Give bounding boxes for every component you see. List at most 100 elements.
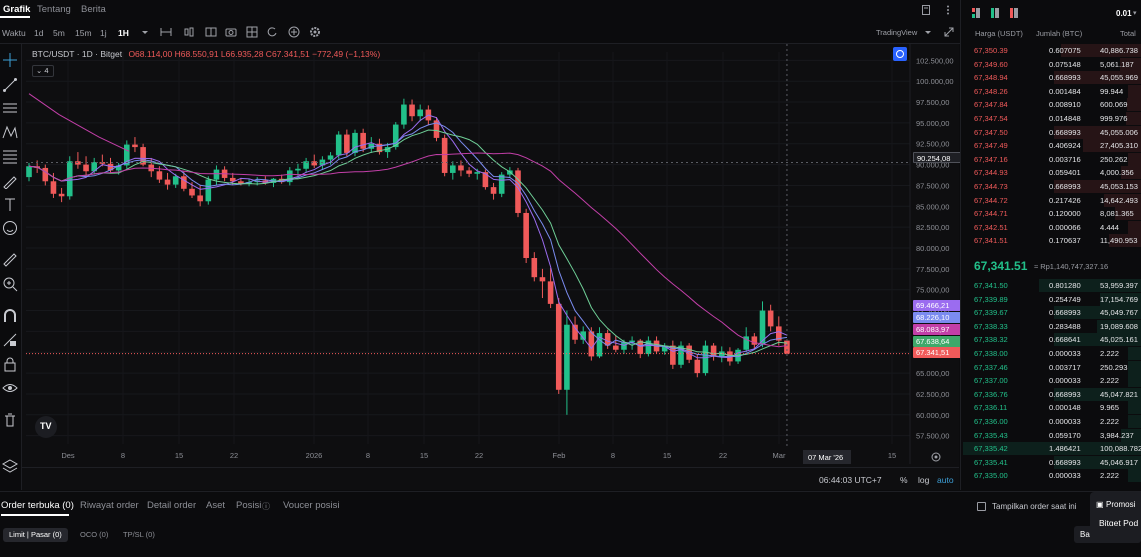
fib-icon[interactable]: [2, 148, 18, 164]
brush-icon[interactable]: [2, 173, 18, 189]
settings-icon[interactable]: [930, 451, 942, 463]
cut-button[interactable]: Ba: [1074, 526, 1141, 543]
trash-icon[interactable]: [2, 412, 18, 428]
promo-card[interactable]: ▣ Promosi Bitget Pod: [1090, 492, 1141, 532]
bid-row[interactable]: 67,335.42 1.486421 100,088.782: [961, 442, 1141, 456]
ask-row[interactable]: 67,348.26 0.001484 99.944: [961, 84, 1141, 98]
log-toggle[interactable]: log: [918, 475, 930, 485]
ask-row[interactable]: 67,350.39 0.607075 40,886.738: [961, 44, 1141, 57]
interval-waktu[interactable]: Waktu: [2, 28, 26, 38]
bid-row[interactable]: 67,336.11 0.000148 9.965: [961, 401, 1141, 415]
info-icon[interactable]: ⓘ: [262, 502, 270, 511]
tab-grafik[interactable]: Grafik: [3, 4, 31, 15]
book-bids-icon[interactable]: [991, 8, 999, 18]
chevron-down-icon[interactable]: [139, 26, 151, 38]
bid-row[interactable]: 67,335.41 0.668993 45,046.917: [961, 455, 1141, 469]
ask-row[interactable]: 67,347.50 0.668993 45,055.006: [961, 125, 1141, 139]
bid-row[interactable]: 67,336.00 0.000033 2.222: [961, 415, 1141, 428]
pill-oco[interactable]: OCO (0): [80, 530, 109, 539]
candle-type-icon[interactable]: [183, 26, 195, 38]
bid-row[interactable]: 67,339.89 0.254749 17,154.769: [961, 292, 1141, 306]
eye-icon[interactable]: [2, 380, 18, 396]
show-current-checkbox[interactable]: [977, 502, 986, 511]
camera-icon[interactable]: [225, 26, 237, 38]
sync-icon[interactable]: [893, 47, 907, 61]
pill-limit-market[interactable]: Limit | Pasar (0): [3, 528, 68, 542]
ask-row[interactable]: 67,347.84 0.008910 600.069: [961, 98, 1141, 112]
bid-row[interactable]: 67,341.50 0.801280 53,959.397: [961, 279, 1141, 292]
bid-row[interactable]: 67,336.76 0.668993 45,047.821: [961, 387, 1141, 401]
ask-row[interactable]: 67,347.54 0.014848 999.976: [961, 112, 1141, 125]
tab-berita[interactable]: Berita: [81, 4, 106, 15]
book-both-icon[interactable]: [972, 8, 980, 18]
ruler-icon[interactable]: [2, 252, 18, 268]
ask-row[interactable]: 67,344.71 0.120000 8,081.365: [961, 207, 1141, 221]
tab-order-history[interactable]: Riwayat order: [80, 500, 139, 511]
precision-select[interactable]: 0.01: [1116, 9, 1132, 18]
interval-1h[interactable]: 1H: [118, 28, 129, 38]
ask-row[interactable]: 67,348.94 0.668993 45,055.969: [961, 71, 1141, 85]
text-icon[interactable]: [2, 196, 18, 212]
emoji-icon[interactable]: [2, 220, 18, 236]
bid-row[interactable]: 67,335.43 0.059170 3,984.237: [961, 428, 1141, 442]
ask-row[interactable]: 67,341.51 0.170637 11,490.953: [961, 234, 1141, 248]
tradingview-logo-icon[interactable]: TV: [35, 416, 57, 438]
ask-row[interactable]: 67,344.73 0.668993 45,053.153: [961, 180, 1141, 193]
tab-open-orders[interactable]: Order terbuka (0): [1, 500, 74, 511]
row-price: 67,338.33: [974, 321, 1008, 331]
more-icon[interactable]: [943, 5, 953, 15]
indicators-icon[interactable]: [160, 26, 172, 38]
ask-row[interactable]: 67,347.49 0.406924 27,405.310: [961, 139, 1141, 153]
magnet-icon[interactable]: [2, 308, 18, 324]
interval-1j[interactable]: 1j: [100, 28, 107, 38]
ask-row[interactable]: 67,349.60 0.075148 5,061.187: [961, 57, 1141, 71]
bid-row[interactable]: 67,337.00 0.000033 2.222: [961, 374, 1141, 388]
bid-row[interactable]: 67,335.00 0.000033 2.222: [961, 469, 1141, 483]
ask-row[interactable]: 67,342.51 0.000066 4.444: [961, 220, 1141, 234]
ask-row[interactable]: 67,344.93 0.059401 4,000.356: [961, 166, 1141, 180]
horizontal-lines-icon[interactable]: [2, 100, 18, 116]
price-chart[interactable]: 102.500,00 100.000,00 97.500,00 95.000,00 92…: [22, 44, 975, 490]
row-price: 67,338.32: [974, 335, 1008, 345]
chevron-down-icon[interactable]: ▾: [1133, 10, 1137, 17]
fullscreen-icon[interactable]: [943, 26, 955, 38]
crosshair-icon[interactable]: [2, 52, 18, 68]
tab-tentang[interactable]: Tentang: [37, 4, 71, 15]
tab-order-details[interactable]: Detail order: [147, 500, 197, 511]
add-icon[interactable]: [288, 26, 300, 38]
tab-positions[interactable]: Posisi: [236, 500, 262, 511]
auto-toggle[interactable]: auto: [937, 475, 954, 485]
tab-assets[interactable]: Aset: [206, 500, 226, 511]
time-tick-label: Feb: [553, 451, 566, 460]
lock-draw-icon[interactable]: [2, 332, 18, 348]
compare-icon[interactable]: [205, 26, 217, 38]
pattern-icon[interactable]: [2, 124, 18, 140]
chart-canvas[interactable]: 102.500,00 100.000,00 97.500,00 95.000,00 92…: [22, 44, 959, 490]
percent-toggle[interactable]: %: [900, 475, 908, 485]
interval-15m[interactable]: 15m: [75, 28, 92, 38]
interval-1d[interactable]: 1d: [34, 28, 44, 38]
pill-tpsl[interactable]: TP/SL (0): [123, 530, 155, 539]
tab-position-vouchers[interactable]: Voucer posisi: [283, 500, 340, 511]
orders-panel: Order terbuka (0) Riwayat order Detail o…: [0, 491, 1141, 557]
layers-icon[interactable]: [2, 458, 18, 474]
indicators-collapse[interactable]: ⌄ 4: [32, 65, 54, 77]
bid-row[interactable]: 67,338.32 0.668641 45,025.161: [961, 333, 1141, 347]
trendline-icon[interactable]: [2, 77, 18, 93]
undo-icon[interactable]: [266, 26, 278, 38]
bid-row[interactable]: 67,338.33 0.283488 19,089.608: [961, 319, 1141, 333]
settings-icon[interactable]: [309, 26, 321, 38]
bid-row[interactable]: 67,338.00 0.000033 2.222: [961, 347, 1141, 360]
bid-row[interactable]: 67,339.67 0.668993 45,049.767: [961, 306, 1141, 320]
book-asks-icon[interactable]: [1010, 8, 1018, 18]
notebook-icon[interactable]: [921, 5, 931, 15]
interval-5m[interactable]: 5m: [53, 28, 65, 38]
lock-icon[interactable]: [2, 356, 18, 372]
ask-row[interactable]: 67,344.72 0.217426 14,642.493: [961, 193, 1141, 207]
grid-icon[interactable]: [246, 26, 258, 38]
chevron-down-icon[interactable]: [922, 26, 934, 38]
bid-row[interactable]: 67,337.46 0.003717 250.293: [961, 360, 1141, 374]
ask-row[interactable]: 67,347.16 0.003716 250.262: [961, 152, 1141, 166]
zoom-icon[interactable]: [2, 276, 18, 292]
tradingview-dropdown[interactable]: TradingView: [876, 28, 918, 37]
